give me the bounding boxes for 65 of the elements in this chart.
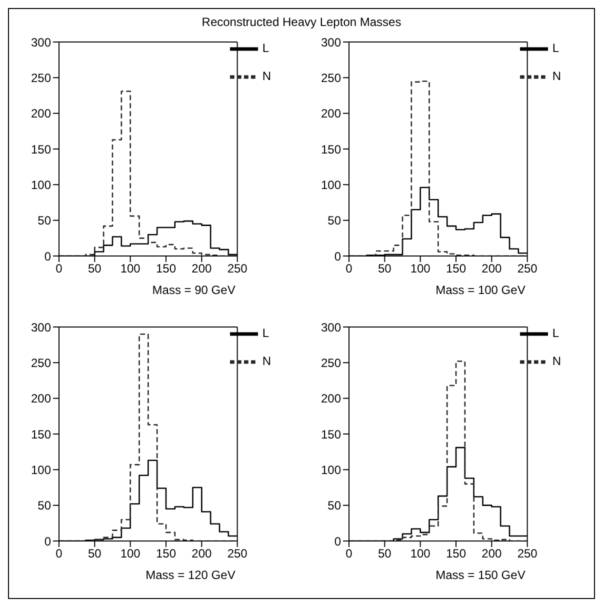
y-tick-label: 300 [30, 35, 52, 50]
x-axis-title: Mass = 100 GeV [436, 283, 526, 297]
x-tick-label: 100 [120, 546, 141, 561]
legend-label: N [262, 354, 271, 368]
x-tick-label: 50 [378, 262, 392, 276]
y-tick-label: 50 [38, 214, 52, 228]
x-tick-label: 150 [446, 262, 466, 276]
x-tick-label: 0 [346, 262, 353, 276]
y-tick-label: 300 [320, 35, 342, 50]
legend-label: L [262, 41, 270, 56]
y-tick-label: 250 [30, 70, 52, 85]
x-axis-title: Mass = 150 GeV [436, 568, 526, 582]
x-tick-label: 0 [346, 546, 353, 561]
x-tick-label: 100 [410, 546, 431, 561]
x-tick-label: 0 [56, 262, 63, 276]
y-tick-label: 250 [30, 356, 52, 370]
legend-label: L [262, 326, 270, 340]
x-tick-label: 200 [482, 546, 502, 561]
y-tick-label: 0 [334, 249, 342, 264]
text: Reconstructed Heavy Lepton Masses [200, 15, 402, 29]
y-tick-label: 150 [30, 142, 52, 156]
y-tick-label: 50 [328, 214, 342, 228]
y-tick-label: 300 [320, 320, 342, 334]
x-tick-label: 250 [227, 262, 248, 276]
x-tick-label: 50 [378, 546, 392, 561]
legend-label: L [552, 41, 560, 56]
y-tick-label: 50 [38, 498, 52, 513]
y-tick-label: 200 [320, 106, 342, 121]
x-axis-title: Mass = 120 GeV [146, 568, 236, 582]
y-tick-label: 0 [44, 249, 52, 264]
x-tick-label: 50 [88, 546, 102, 561]
y-tick-label: 100 [30, 462, 52, 477]
y-tick-label: 100 [320, 462, 342, 477]
y-tick-label: 200 [30, 106, 52, 121]
x-tick-label: 150 [446, 546, 466, 561]
x-tick-label: 150 [156, 262, 176, 276]
x-tick-label: 200 [192, 262, 212, 276]
x-axis-title: Mass = 90 GeV [152, 283, 236, 297]
x-tick-label: 250 [517, 546, 538, 561]
x-tick-label: 200 [482, 262, 502, 276]
x-tick-label: 50 [88, 262, 102, 276]
x-tick-label: 100 [410, 262, 431, 276]
y-tick-label: 200 [320, 392, 342, 406]
x-tick-label: 200 [192, 546, 212, 561]
x-tick-label: 150 [156, 546, 176, 561]
x-tick-label: 250 [227, 546, 248, 561]
y-tick-label: 250 [320, 70, 342, 85]
y-tick-label: 100 [320, 178, 342, 192]
y-tick-label: 0 [44, 534, 52, 548]
legend-label: N [262, 69, 271, 84]
x-tick-label: 0 [56, 546, 63, 561]
x-tick-label: 250 [517, 262, 538, 276]
x-tick-label: 100 [120, 262, 141, 276]
y-tick-label: 300 [30, 320, 52, 334]
y-tick-label: 0 [334, 534, 342, 548]
y-tick-label: 150 [320, 427, 342, 442]
legend-label: N [552, 69, 561, 84]
y-tick-label: 200 [30, 392, 52, 406]
y-tick-label: 50 [328, 498, 342, 513]
legend-label: L [552, 326, 560, 340]
y-tick-label: 150 [320, 142, 342, 156]
y-tick-label: 100 [30, 178, 52, 192]
y-tick-label: 250 [320, 356, 342, 370]
legend-label: N [552, 354, 561, 368]
y-tick-label: 150 [30, 427, 52, 442]
